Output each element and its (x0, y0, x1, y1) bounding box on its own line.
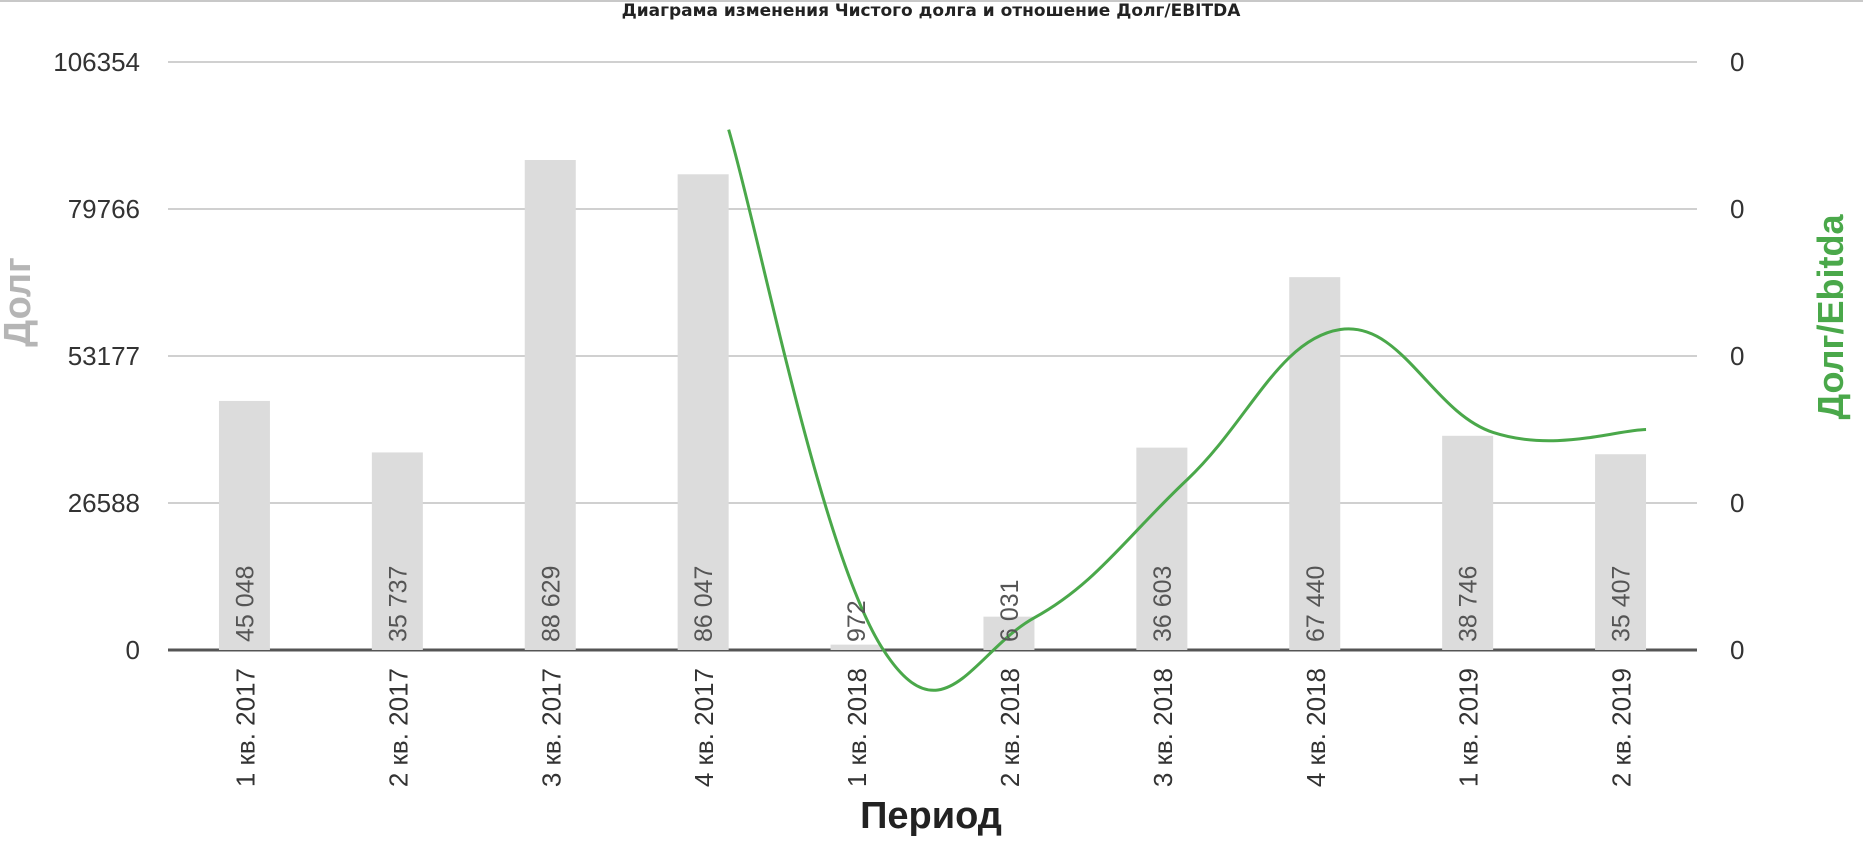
y2-tick-label: 0 (1730, 488, 1744, 518)
y2-tick-label: 0 (1730, 341, 1744, 371)
y-axis-title: Долг (0, 257, 39, 347)
bar-data-label: 6 031 (996, 579, 1024, 642)
bar-series (218, 159, 1647, 651)
x-tick-label: 3 кв. 2017 (536, 668, 566, 787)
bar-data-label: 86 047 (690, 566, 718, 642)
bar-data-label: 972 (843, 600, 871, 642)
y2-tick-label: 0 (1730, 47, 1744, 77)
bar-data-label: 35 737 (384, 566, 412, 642)
x-tick-label: 3 кв. 2018 (1148, 668, 1178, 787)
x-tick-label: 4 кв. 2017 (689, 668, 719, 787)
x-tick-label: 4 кв. 2018 (1301, 668, 1331, 787)
bar (830, 644, 882, 650)
bar (1136, 447, 1188, 650)
y-axis-left-ticks: 0 26588 53177 79766 106354 (53, 47, 140, 665)
x-tick-label: 1 кв. 2019 (1454, 668, 1484, 787)
top-border (0, 0, 1863, 2)
y-tick-label: 26588 (68, 488, 140, 518)
ratio-line (727, 129, 1647, 692)
bar-data-label: 36 603 (1149, 566, 1177, 642)
bar (677, 174, 729, 651)
x-axis-ticks: 1 кв. 2017 2 кв. 2017 3 кв. 2017 4 кв. 2017… (230, 668, 1636, 787)
bar-data-label: 88 629 (537, 566, 565, 642)
bar (371, 452, 423, 650)
bar-data-label: 45 048 (231, 566, 259, 642)
x-tick-label: 1 кв. 2017 (230, 668, 260, 787)
y2-tick-label: 0 (1730, 635, 1744, 665)
bar (1595, 454, 1647, 650)
bar (524, 159, 576, 650)
y-tick-label: 53177 (68, 341, 140, 371)
bar (218, 400, 270, 650)
bar-data-label: 67 440 (1302, 566, 1330, 642)
bar-data-label: 38 746 (1455, 566, 1483, 642)
bar (1442, 435, 1494, 650)
x-tick-label: 2 кв. 2018 (995, 668, 1025, 787)
chart-title: Диаграма изменения Чистого долга и отнош… (622, 1, 1242, 21)
x-tick-label: 1 кв. 2018 (842, 668, 872, 787)
y-axis-right-ticks: 0 0 0 0 0 (1730, 47, 1744, 665)
y-tick-label: 0 (126, 635, 140, 665)
y2-tick-label: 0 (1730, 194, 1744, 224)
y2-axis-title: Долг/Ebitda (1810, 214, 1851, 420)
x-tick-label: 2 кв. 2019 (1607, 668, 1637, 787)
bar-data-label: 35 407 (1608, 566, 1636, 642)
y-tick-label: 79766 (68, 194, 140, 224)
y-tick-label: 106354 (53, 47, 140, 77)
x-tick-label: 2 кв. 2017 (383, 668, 413, 787)
bar-data-labels: 45 048 35 737 88 629 86 047 972 6 031 36 603 67… (231, 566, 1635, 642)
x-axis-title: Период (860, 795, 1002, 837)
